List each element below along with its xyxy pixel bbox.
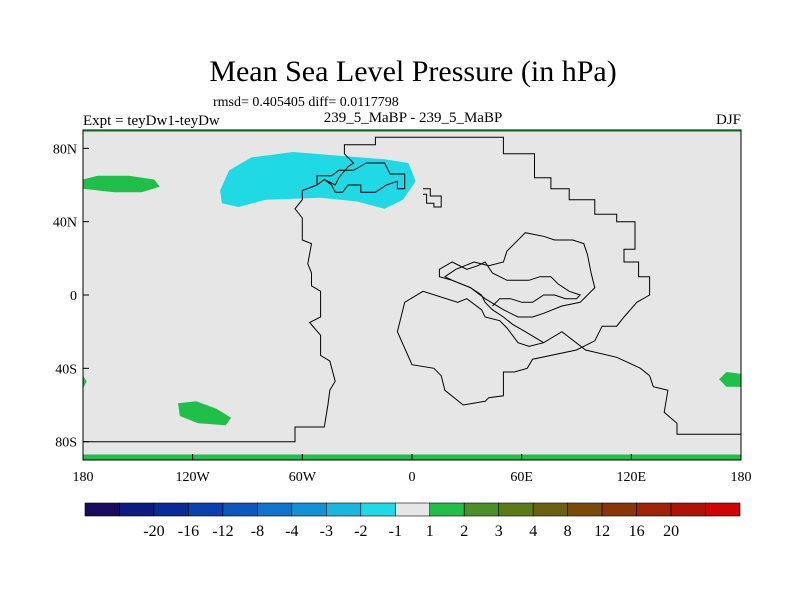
colorbar-swatch-12 (498, 502, 534, 517)
colorbar-label-14: 16 (629, 523, 645, 540)
colorbar-swatch-14 (567, 502, 603, 517)
anomaly-region-0 (220, 152, 416, 209)
y-tick-label-1: 40N (53, 216, 77, 231)
colorbar-swatch-1 (119, 502, 155, 517)
colorbar-swatch-17 (670, 502, 706, 517)
colorbar-label-10: 3 (495, 523, 503, 540)
x-tick-label-6: 180 (731, 470, 752, 485)
colorbar-swatch-15 (601, 502, 637, 517)
y-axis: 80N 40N 0 40S 80S (53, 142, 89, 451)
colorbar-label-12: 8 (564, 523, 572, 540)
colorbar-swatch-6 (291, 502, 327, 517)
x-tick-label-1: 120W (176, 470, 211, 485)
colorbar-swatch-13 (532, 502, 569, 517)
colorbar-swatch-18 (705, 502, 741, 517)
colorbar-label-0: -20 (143, 523, 164, 540)
colorbar-label-4: -4 (285, 523, 298, 540)
colorbar-label-7: -1 (389, 523, 402, 540)
coastline-0 (83, 136, 741, 443)
run-label: 239_5_MaBP - 239_5_MaBP (324, 110, 503, 126)
x-tick-label-0: 180 (73, 470, 94, 485)
coastline-layer (83, 136, 741, 443)
coastline-1 (438, 261, 582, 344)
colorbar-label-3: -8 (251, 523, 264, 540)
colorbar-swatch-3 (188, 502, 224, 517)
colorbar-label-6: -2 (354, 523, 367, 540)
anomaly-region-1 (83, 175, 160, 193)
colorbar-swatch-4 (222, 502, 258, 517)
experiment-label: Expt = teyDw1-teyDw (83, 113, 220, 129)
x-tick-label-2: 60W (289, 470, 317, 485)
anomaly-region-2 (178, 401, 232, 426)
y-tick-label-4: 80S (55, 436, 77, 451)
colorbar-label-5: -3 (320, 523, 333, 540)
y-tick-label-2: 0 (70, 289, 77, 304)
x-tick-label-4: 60E (510, 470, 533, 485)
anomaly-region-3 (83, 375, 87, 389)
x-tick-label-5: 120E (617, 470, 647, 485)
chart-title: Mean Sea Level Pressure (in hPa) (209, 55, 616, 88)
colorbar-swatch-16 (636, 502, 672, 517)
colorbar-swatch-11 (463, 502, 500, 517)
colorbar-label-2: -12 (212, 523, 233, 540)
y-tick-label-3: 40S (55, 362, 77, 377)
coastline-4 (423, 188, 442, 208)
colorbar-swatch-8 (360, 502, 396, 517)
map-plot-area: 180 120W 60W 0 60E 120E 180 80N 40N 0 40S 80S (53, 129, 752, 485)
x-axis: 180 120W 60W 0 60E 120E 180 (73, 454, 752, 485)
anomaly-region-4 (719, 372, 741, 387)
coastline-2 (443, 232, 596, 318)
x-tick-label-3: 0 (409, 470, 416, 485)
colorbar-label-13: 12 (594, 523, 610, 540)
coastline-3 (316, 162, 406, 193)
colorbar-label-8: 1 (426, 523, 434, 540)
y-tick-label-0: 80N (53, 142, 77, 157)
colorbar-swatch-9 (394, 502, 431, 517)
colorbar-swatch-2 (153, 502, 189, 517)
colorbar-label-9: 2 (460, 523, 468, 540)
stats-label: rmsd= 0.405405 diff= 0.0117798 (213, 95, 399, 110)
colorbar-swatch-7 (325, 502, 362, 517)
colorbar: -20 -16 -12 -8 -4 -3 -2 -1 1 2 3 4 8 12 16 20 (84, 502, 741, 540)
colorbar-label-11: 4 (529, 523, 537, 540)
season-label: DJF (716, 112, 741, 128)
colorbar-label-1: -16 (178, 523, 199, 540)
colorbar-swatch-0 (84, 502, 120, 517)
colorbar-swatch-10 (429, 502, 465, 517)
colorbar-label-15: 20 (663, 523, 679, 540)
colorbar-swatch-5 (257, 502, 293, 517)
